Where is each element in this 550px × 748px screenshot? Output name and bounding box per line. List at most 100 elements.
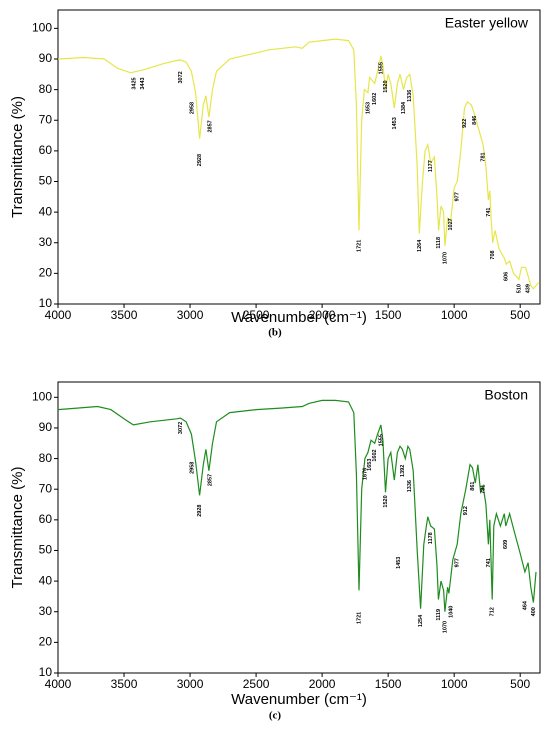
caption: (c) xyxy=(269,710,282,722)
y-tick-label: 80 xyxy=(39,451,53,465)
y-tick-label: 10 xyxy=(39,665,53,679)
peak-label: 2958 xyxy=(189,462,195,474)
y-tick-label: 90 xyxy=(39,51,53,65)
peak-label: 1721 xyxy=(356,240,362,252)
peak-label: 741 xyxy=(486,208,492,217)
peak-label: 1453 xyxy=(392,117,398,129)
peak-label: 2958 xyxy=(189,102,195,114)
peak-label: 1653 xyxy=(367,459,373,471)
peak-label: 1520 xyxy=(383,80,389,92)
peak-label: 1119 xyxy=(436,609,442,621)
peak-label: 1264 xyxy=(417,239,423,252)
y-tick-label: 60 xyxy=(39,512,53,526)
peak-label: 912 xyxy=(463,506,469,515)
peak-label: 3072 xyxy=(178,422,184,434)
x-tick-label: 1500 xyxy=(375,677,402,691)
y-tick-label: 30 xyxy=(39,235,53,249)
peak-label: 922 xyxy=(462,119,468,128)
x-tick-label: 2500 xyxy=(243,308,270,322)
chart-title: Easter yellow xyxy=(445,15,529,31)
peak-label: 861 xyxy=(470,482,476,491)
y-tick-label: 70 xyxy=(39,481,53,495)
y-tick-label: 90 xyxy=(39,420,53,434)
y-tick-label: 80 xyxy=(39,82,53,96)
peak-label: 712 xyxy=(490,607,496,616)
chart-title: Boston xyxy=(484,387,528,403)
x-tick-label: 2000 xyxy=(309,308,336,322)
plot-frame xyxy=(57,381,541,674)
peak-label: 1177 xyxy=(428,160,434,172)
peak-label: 1555 xyxy=(378,62,384,74)
x-axis-label: Wavenumber (cm⁻¹) xyxy=(231,691,367,708)
y-axis-label: Transmittance (%) xyxy=(9,96,26,218)
peak-label: 1555 xyxy=(378,434,384,446)
peak-label: 1520 xyxy=(383,495,389,507)
x-tick-label: 3000 xyxy=(177,308,204,322)
x-tick-label: 3500 xyxy=(111,308,138,322)
x-tick-label: 3500 xyxy=(111,677,138,691)
x-axis-label: Wavenumber (cm⁻¹) xyxy=(231,309,367,326)
peak-label: 1602 xyxy=(372,93,378,105)
y-axis-label: Transmittance (%) xyxy=(9,467,26,589)
x-tick-label: 1500 xyxy=(375,308,402,322)
peak-label: 977 xyxy=(455,558,461,567)
x-tick-label: 500 xyxy=(510,308,530,322)
peak-label: 846 xyxy=(472,116,478,125)
x-tick-label: 3000 xyxy=(177,677,204,691)
peak-label: 1602 xyxy=(372,449,378,461)
y-tick-label: 100 xyxy=(32,389,52,403)
peak-label: 3072 xyxy=(178,71,184,83)
peak-label: 781 xyxy=(481,152,487,161)
peak-label: 1336 xyxy=(407,480,413,492)
peak-label: 606 xyxy=(504,272,510,281)
x-tick-label: 2000 xyxy=(309,677,336,691)
peak-label: 1453 xyxy=(396,557,402,569)
peak-label: 1070 xyxy=(442,621,448,633)
peak-label: 1721 xyxy=(356,612,362,624)
peak-label: 1676 xyxy=(362,468,368,480)
peak-label: 1178 xyxy=(428,532,434,544)
peak-label: 510 xyxy=(516,284,522,293)
peak-label: 781 xyxy=(481,485,487,494)
peak-label: 2857 xyxy=(207,120,213,132)
y-tick-label: 70 xyxy=(39,112,53,126)
x-tick-label: 1000 xyxy=(441,677,468,691)
peak-label: 1336 xyxy=(407,90,413,102)
x-tick-label: 4000 xyxy=(45,677,72,691)
x-tick-label: 500 xyxy=(510,677,530,691)
spectrum-line xyxy=(58,38,540,290)
peak-label: 741 xyxy=(486,558,492,567)
peak-label: 1653 xyxy=(365,102,371,114)
y-tick-label: 40 xyxy=(39,573,53,587)
peak-label: 3425 xyxy=(131,77,137,89)
peak-label: 609 xyxy=(503,540,509,549)
caption: (b) xyxy=(268,327,282,339)
peak-label: 2928 xyxy=(197,154,203,166)
y-tick-label: 20 xyxy=(39,266,53,280)
peak-label: 2928 xyxy=(197,505,203,517)
peak-label: 977 xyxy=(455,192,461,201)
y-tick-label: 50 xyxy=(39,543,53,557)
peak-label: 1118 xyxy=(436,237,442,249)
peak-label: 1392 xyxy=(400,465,406,477)
x-tick-label: 4000 xyxy=(45,308,72,322)
peak-label: 1070 xyxy=(442,252,448,264)
y-tick-label: 40 xyxy=(39,204,53,218)
peak-label: 439 xyxy=(526,284,532,293)
peak-label: 1040 xyxy=(448,606,454,618)
y-tick-label: 30 xyxy=(39,604,53,618)
peak-label: 1254 xyxy=(418,614,424,627)
y-tick-label: 100 xyxy=(32,21,52,35)
peak-label: 1027 xyxy=(448,218,454,230)
y-tick-label: 10 xyxy=(39,296,53,310)
peak-label: 2857 xyxy=(207,474,213,486)
peak-label: 708 xyxy=(490,250,496,259)
peak-label: 1384 xyxy=(401,101,407,114)
plot-frame xyxy=(57,9,541,305)
x-tick-label: 1000 xyxy=(441,308,468,322)
y-tick-label: 20 xyxy=(39,635,53,649)
spectrum-line xyxy=(58,399,537,612)
x-tick-label: 2500 xyxy=(243,677,270,691)
peak-label: 464 xyxy=(522,600,528,610)
